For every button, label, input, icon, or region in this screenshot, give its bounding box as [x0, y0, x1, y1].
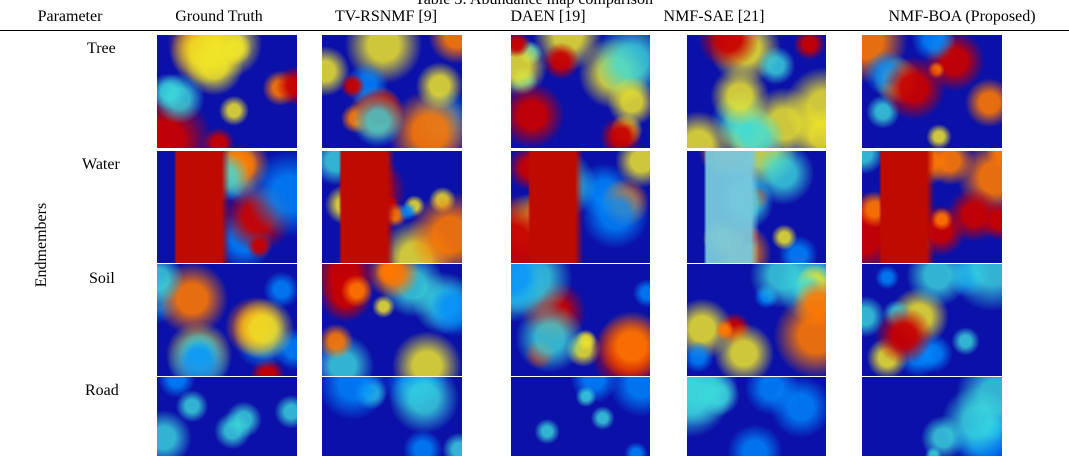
abundance-map — [322, 151, 462, 263]
abundance-map — [511, 151, 650, 263]
header-cell: Parameter — [38, 8, 103, 26]
abundance-map — [687, 377, 826, 456]
abundance-map — [687, 151, 826, 263]
abundance-map — [687, 264, 826, 376]
group-label: Endmembers — [33, 200, 51, 290]
abundance-map — [862, 264, 1002, 376]
header-cell: NMF-BOA (Proposed) — [888, 8, 1035, 26]
header-cell: DAEN [19] — [510, 8, 585, 26]
abundance-map — [511, 377, 650, 456]
header-rule — [0, 30, 1069, 31]
row-label: Tree — [87, 40, 116, 58]
abundance-map — [322, 35, 462, 148]
header-cell: NMF-SAE [21] — [664, 8, 765, 26]
abundance-map — [862, 151, 1002, 263]
abundance-map — [687, 35, 826, 148]
abundance-map — [157, 377, 297, 456]
header-cell: Ground Truth — [175, 8, 263, 26]
row-label: Soil — [89, 270, 115, 288]
abundance-map — [157, 35, 297, 148]
abundance-map — [157, 151, 297, 263]
abundance-map — [862, 35, 1002, 148]
header-cell: TV-RSNMF [9] — [335, 8, 437, 26]
abundance-map — [511, 35, 650, 148]
abundance-map — [157, 264, 297, 376]
abundance-map — [511, 264, 650, 376]
row-label: Water — [82, 156, 120, 174]
abundance-map — [322, 264, 462, 376]
abundance-map — [322, 377, 462, 456]
row-label: Road — [85, 382, 119, 400]
abundance-map — [862, 377, 1002, 456]
page: Table 3: Abundance map comparison Parame… — [0, 0, 1069, 465]
